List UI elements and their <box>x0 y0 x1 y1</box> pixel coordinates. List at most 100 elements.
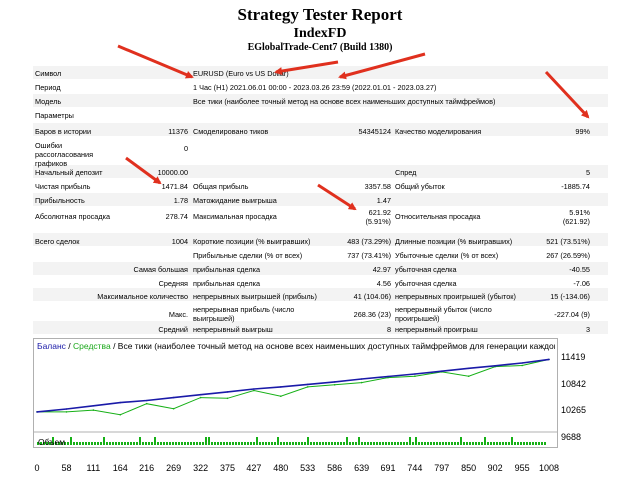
volume-bar <box>148 442 150 445</box>
volume-bar <box>199 442 201 445</box>
row-bg <box>33 165 608 178</box>
volume-bar <box>310 442 312 445</box>
balance-point <box>467 367 470 370</box>
ticks-label: Смоделировано тиков <box>193 127 269 136</box>
volume-bar <box>469 442 471 445</box>
equity-point <box>521 364 523 367</box>
volume-bar <box>367 442 369 445</box>
volume-bar <box>55 442 57 445</box>
volume-bar <box>160 442 162 445</box>
volume-bar <box>139 437 141 445</box>
x-tick-label: 111 <box>86 463 101 473</box>
chart-legend-model: Все тики (наиболее точный метод на основ… <box>117 341 555 351</box>
volume-bar <box>82 442 84 445</box>
period-label: Период <box>35 83 61 92</box>
largest-profit-label: прибыльная сделка <box>193 265 261 274</box>
volume-bar <box>190 442 192 445</box>
errors-value: 0 <box>183 144 188 153</box>
volume-bar <box>223 442 225 445</box>
volume-bar <box>388 442 390 445</box>
gross-profit-label: Общая прибыль <box>193 182 249 191</box>
volume-bar <box>385 442 387 445</box>
abs-dd-label: Абсолютная просадка <box>35 212 111 221</box>
volume-bar <box>214 442 216 445</box>
volume-bar <box>46 442 48 445</box>
volume-bar <box>373 442 375 445</box>
long-positions-value: 521 (73.51%) <box>546 237 590 246</box>
quality-label: Качество моделирования <box>395 127 482 136</box>
volume-bar <box>526 442 528 445</box>
volume-bar <box>496 442 498 445</box>
y-tick-label: 11419 <box>561 352 586 362</box>
largest-loss-label: убыточная сделка <box>395 265 457 274</box>
x-tick-label: 322 <box>193 463 209 473</box>
gross-loss-label: Общий убыток <box>395 182 445 191</box>
volume-bar <box>265 442 267 445</box>
volume-bar <box>349 442 351 445</box>
arrow <box>274 60 339 75</box>
x-tick-label: 1008 <box>538 463 560 473</box>
max-cons-losses-label: непрерывных проигрышей (убыток) <box>395 292 516 301</box>
volume-bar <box>178 442 180 445</box>
volume-bar <box>286 442 288 445</box>
balance-chart-svg <box>34 358 557 445</box>
profit-factor-value: 1.78 <box>173 196 188 205</box>
balance-point <box>306 383 309 386</box>
largest-loss-value: -40.55 <box>569 265 590 274</box>
volume-bar <box>418 442 420 445</box>
volume-bar <box>403 442 405 445</box>
max-cons-wins-label: непрерывных выигрышей (прибыль) <box>193 292 317 301</box>
short-positions-value: 483 (73.29%) <box>347 237 391 246</box>
symbol-label: Символ <box>35 69 62 78</box>
volume-bar <box>475 442 477 445</box>
volume-bar <box>85 442 87 445</box>
volume-bar <box>211 442 213 445</box>
volume-bar <box>397 442 399 445</box>
x-tick-label: 480 <box>273 463 289 473</box>
balance-point <box>280 386 282 388</box>
volume-bar <box>241 442 243 445</box>
volume-bar <box>166 442 168 445</box>
volume-bar <box>451 442 453 445</box>
volume-bar <box>541 442 543 445</box>
volume-bar <box>289 442 291 445</box>
volume-bar <box>544 442 546 445</box>
chart-legend-sep: / <box>110 341 118 351</box>
net-profit-value: 1471.84 <box>161 182 188 191</box>
volume-bar <box>280 442 282 445</box>
balance-point <box>521 362 523 364</box>
row-bg <box>33 94 608 107</box>
volume-bar <box>478 442 480 445</box>
balance-point <box>199 393 202 396</box>
volume-bar <box>433 442 435 445</box>
volume-bar <box>520 442 522 445</box>
balance-point <box>226 391 229 393</box>
equity-point <box>92 409 95 411</box>
equity-point <box>280 395 282 397</box>
volume-bar <box>460 437 462 445</box>
volume-bar <box>196 442 198 445</box>
max-cons-losses-value: 15 (-134.06) <box>550 292 590 301</box>
volume-bar <box>229 442 231 445</box>
arrow <box>544 70 590 119</box>
volume-bar <box>514 442 516 445</box>
volume-bar <box>238 442 240 445</box>
equity-point <box>360 381 363 384</box>
volume-bar <box>394 442 396 445</box>
volume-bar <box>181 442 183 445</box>
volume-bar <box>313 442 315 445</box>
volume-bar <box>400 442 402 445</box>
avg-cons-losses-value: 3 <box>585 325 590 334</box>
volume-bar <box>154 437 156 445</box>
volume-bar <box>163 442 165 445</box>
x-tick-label: 639 <box>354 463 370 473</box>
volume-bar <box>406 442 408 445</box>
errors-label: Ошибки рассогласования графиков <box>35 141 94 168</box>
volume-bar <box>466 442 468 445</box>
volume-bar <box>301 442 303 445</box>
balance-point <box>548 358 550 361</box>
volume-bar <box>298 442 300 445</box>
volume-bar <box>487 442 489 445</box>
volume-bar <box>235 442 237 445</box>
balance-point <box>414 373 416 375</box>
